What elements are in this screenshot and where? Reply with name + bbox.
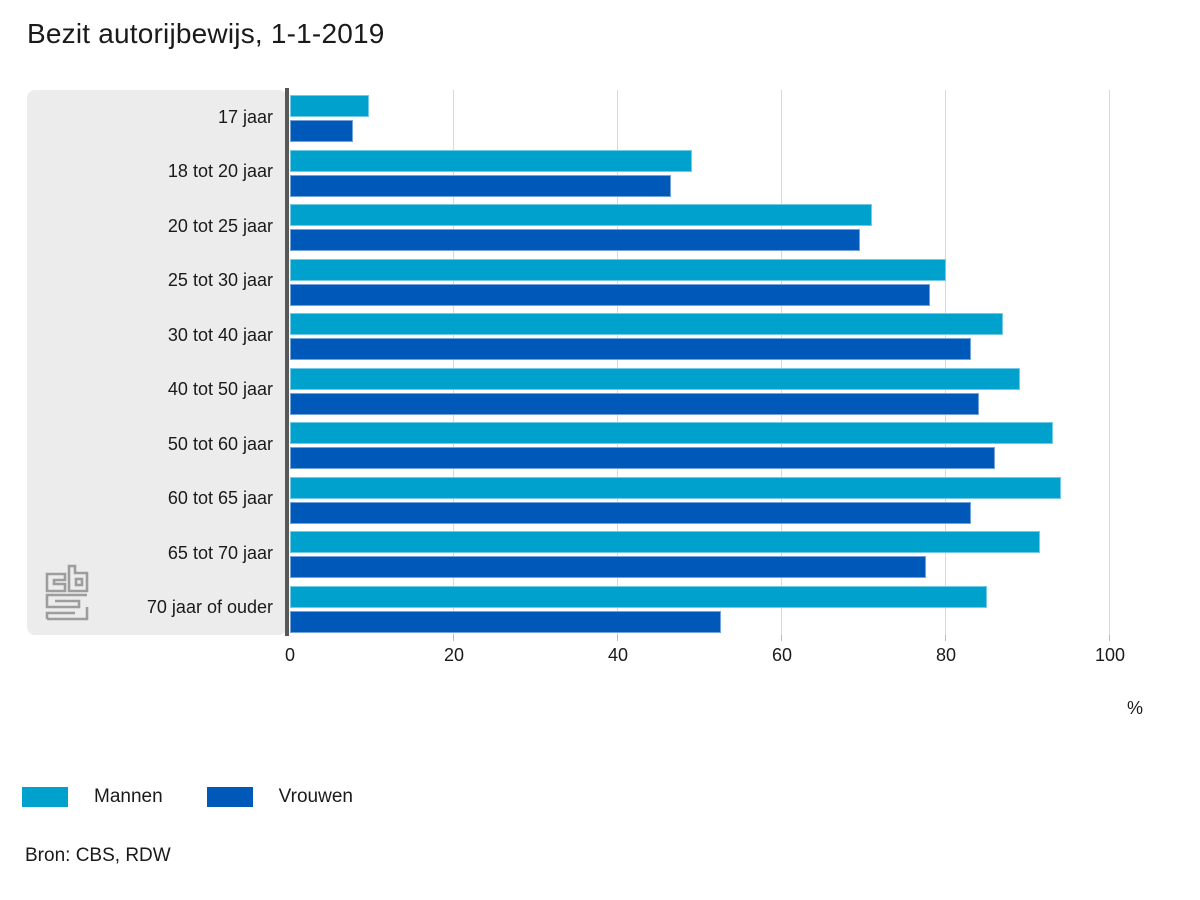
legend-label-vrouwen: Vrouwen xyxy=(278,786,353,807)
x-axis-unit-label: % xyxy=(1126,698,1143,718)
tickmark-60 xyxy=(781,635,782,641)
bar-vrouwen-3 xyxy=(290,283,930,306)
legend-swatch-mannen xyxy=(22,787,68,807)
category-label: 18 tot 20 jaar xyxy=(167,161,273,182)
category-label: 17 jaar xyxy=(217,106,273,127)
tickmark-80 xyxy=(945,635,946,641)
legend-swatch-vrouwen xyxy=(206,787,253,807)
category-label: 25 tot 30 jaar xyxy=(167,270,273,291)
y-axis-line xyxy=(285,88,289,636)
legend: Mannen Vrouwen xyxy=(22,786,353,808)
gridline-60 xyxy=(781,90,782,635)
category-label: 40 tot 50 jaar xyxy=(167,379,273,400)
bar-mannen-9 xyxy=(290,585,987,608)
legend-label-mannen: Mannen xyxy=(94,786,163,807)
bar-vrouwen-5 xyxy=(290,392,979,415)
bar-mannen-2 xyxy=(290,204,873,226)
bar-vrouwen-7 xyxy=(290,501,971,524)
tick-label-80: 80 xyxy=(935,645,957,665)
gridline-20 xyxy=(453,90,454,635)
bar-mannen-0 xyxy=(290,95,369,117)
bar-mannen-5 xyxy=(290,367,1020,390)
category-label-panel xyxy=(27,90,287,635)
tick-label-100: 100 xyxy=(1094,645,1126,665)
gridline-40 xyxy=(617,90,618,635)
bar-vrouwen-4 xyxy=(290,338,971,360)
bar-vrouwen-1 xyxy=(290,174,672,197)
bar-mannen-6 xyxy=(290,422,1053,444)
category-label: 70 jaar of ouder xyxy=(146,597,273,618)
bar-vrouwen-2 xyxy=(290,229,860,251)
bar-vrouwen-8 xyxy=(290,556,926,578)
bar-mannen-8 xyxy=(290,531,1041,553)
gridline-80 xyxy=(945,90,946,635)
bar-mannen-7 xyxy=(290,476,1061,499)
chart-title: Bezit autorijbewijs, 1-1-2019 xyxy=(27,18,385,49)
bar-vrouwen-0 xyxy=(290,120,354,142)
bar-mannen-3 xyxy=(290,258,946,281)
bar-mannen-1 xyxy=(290,149,692,172)
category-label: 30 tot 40 jaar xyxy=(167,324,273,345)
tickmark-100 xyxy=(1109,635,1110,641)
category-label: 20 tot 25 jaar xyxy=(167,215,273,236)
category-label: 50 tot 60 jaar xyxy=(167,433,273,454)
tickmark-20 xyxy=(453,635,454,641)
gridline-100 xyxy=(1109,90,1110,635)
tickmark-40 xyxy=(617,635,618,641)
tick-label-20: 20 xyxy=(443,645,465,665)
tick-label-60: 60 xyxy=(771,645,793,665)
source-text: Bron: CBS, RDW xyxy=(25,845,171,866)
bar-vrouwen-6 xyxy=(290,447,996,469)
tick-label-40: 40 xyxy=(607,645,629,665)
bar-vrouwen-9 xyxy=(290,610,721,633)
category-label: 65 tot 70 jaar xyxy=(167,542,273,563)
tick-label-0: 0 xyxy=(284,645,295,665)
cbs-logo-icon xyxy=(45,564,89,621)
bar-mannen-4 xyxy=(290,313,1004,335)
category-label: 60 tot 65 jaar xyxy=(167,488,273,509)
